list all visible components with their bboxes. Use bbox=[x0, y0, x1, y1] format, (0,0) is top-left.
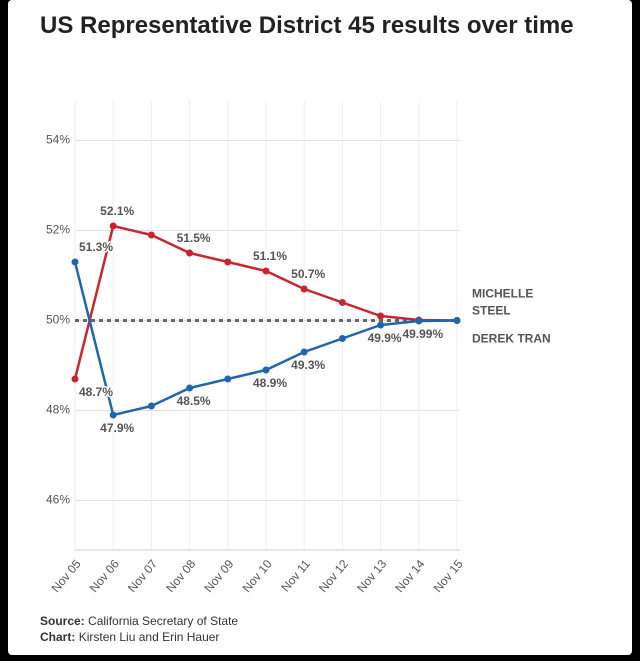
y-tick-label: 52% bbox=[46, 223, 70, 237]
y-tick-label: 50% bbox=[46, 313, 70, 327]
point bbox=[147, 402, 155, 410]
point bbox=[300, 285, 308, 293]
point bbox=[262, 366, 270, 374]
point bbox=[71, 375, 79, 383]
data-label: 49.9% bbox=[368, 331, 402, 345]
credit-label: Chart: bbox=[40, 630, 75, 644]
data-label: 51.5% bbox=[177, 231, 211, 245]
x-tick-label: Nov 12 bbox=[316, 557, 351, 595]
point bbox=[453, 317, 461, 324]
data-label: 52.1% bbox=[100, 204, 134, 218]
point bbox=[338, 299, 346, 306]
data-label: 50.7% bbox=[291, 267, 325, 281]
point bbox=[224, 375, 232, 383]
legend-label: DEREK TRAN bbox=[472, 332, 551, 346]
y-tick-label: 48% bbox=[46, 403, 70, 417]
x-tick-label: Nov 06 bbox=[87, 557, 122, 595]
credit: Chart: Kirsten Liu and Erin Hauer bbox=[40, 630, 219, 644]
x-tick-label: Nov 11 bbox=[278, 557, 313, 595]
point bbox=[262, 267, 270, 275]
x-tick-label: Nov 09 bbox=[201, 557, 236, 595]
point bbox=[224, 258, 232, 266]
point bbox=[300, 348, 308, 356]
data-label: 48.7% bbox=[79, 385, 113, 399]
source: Source: California Secretary of State bbox=[40, 614, 238, 628]
chart-title: US Representative District 45 results ov… bbox=[40, 12, 574, 39]
point bbox=[186, 249, 194, 257]
point bbox=[147, 231, 155, 239]
x-tick-label: Nov 13 bbox=[354, 557, 389, 595]
point bbox=[71, 258, 79, 266]
x-tick-label: Nov 05 bbox=[49, 557, 84, 595]
data-label: 48.9% bbox=[253, 376, 287, 390]
credit-text: Kirsten Liu and Erin Hauer bbox=[79, 630, 220, 644]
point bbox=[377, 312, 385, 320]
source-text: California Secretary of State bbox=[88, 614, 238, 628]
x-tick-label: Nov 10 bbox=[240, 557, 275, 595]
data-label: 47.9% bbox=[100, 421, 134, 435]
data-label: 49.3% bbox=[291, 358, 325, 372]
point bbox=[186, 384, 194, 392]
y-tick-label: 54% bbox=[46, 133, 70, 147]
point bbox=[338, 335, 346, 342]
point bbox=[415, 317, 423, 325]
point bbox=[109, 222, 117, 230]
card: US Representative District 45 results ov… bbox=[8, 0, 632, 655]
data-label: 48.5% bbox=[177, 394, 211, 408]
x-tick-label: Nov 07 bbox=[125, 557, 160, 595]
data-label: 49.99% bbox=[402, 327, 443, 341]
legend-label: MICHELLE STEEL bbox=[472, 287, 533, 318]
x-tick-label: Nov 08 bbox=[163, 557, 198, 595]
x-tick-label: Nov 14 bbox=[392, 557, 427, 595]
source-label: Source: bbox=[40, 614, 85, 628]
point bbox=[109, 411, 117, 419]
point bbox=[377, 321, 385, 329]
x-tick-label: Nov 15 bbox=[431, 557, 466, 595]
y-tick-label: 46% bbox=[46, 493, 70, 507]
data-label: 51.3% bbox=[79, 240, 113, 254]
data-label: 51.1% bbox=[253, 249, 287, 263]
